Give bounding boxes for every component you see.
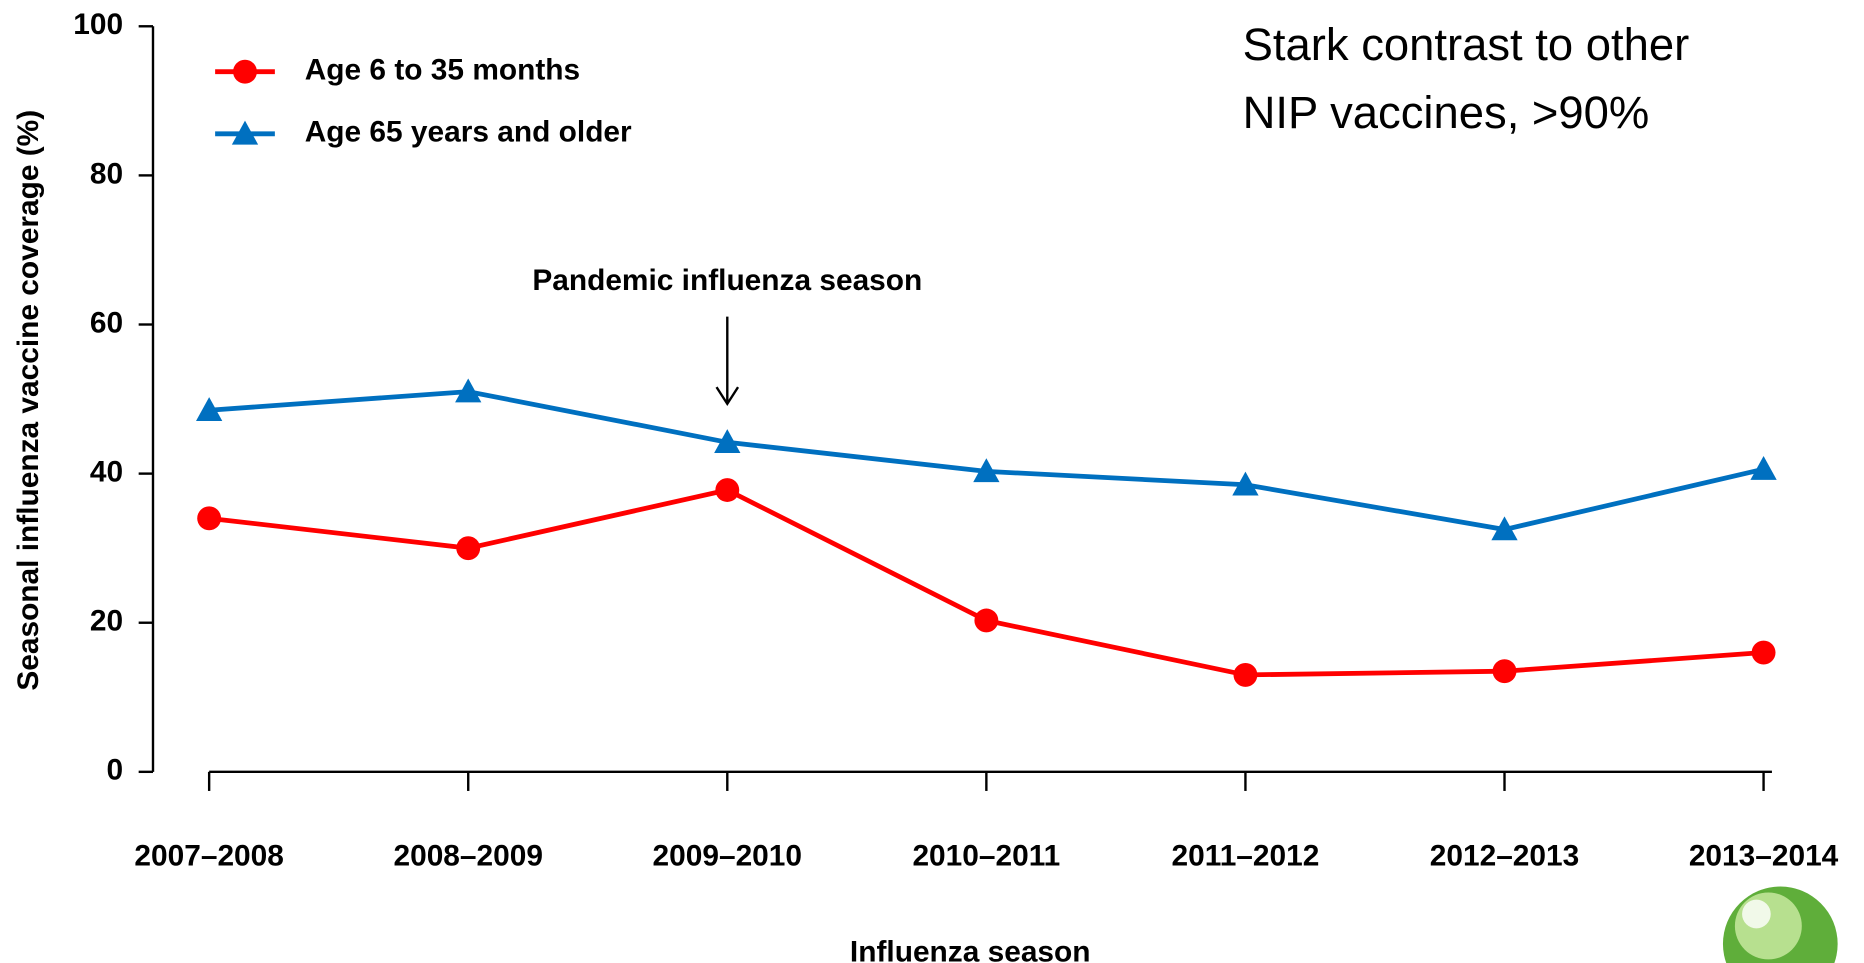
logo bbox=[1722, 886, 1838, 963]
x-tick-label: 2013–2014 bbox=[1689, 840, 1839, 873]
y-tick-label: 60 bbox=[90, 306, 123, 339]
x-axis-title: Influenza season bbox=[850, 935, 1091, 963]
data-point bbox=[1751, 640, 1776, 665]
y-tick-label: 20 bbox=[90, 605, 123, 638]
data-point bbox=[1750, 455, 1777, 480]
x-tick-label: 2009–2010 bbox=[653, 840, 802, 873]
legend-label: Age 6 to 35 months bbox=[305, 54, 580, 87]
data-point bbox=[196, 397, 223, 421]
data-point bbox=[715, 478, 740, 502]
annotation: Pandemic influenza season bbox=[532, 264, 922, 297]
legend-label: Age 65 years and older bbox=[305, 116, 632, 149]
data-point bbox=[1491, 516, 1518, 541]
annotation-arrowhead bbox=[715, 386, 740, 407]
legend-marker bbox=[231, 120, 259, 145]
series-line bbox=[208, 487, 1764, 678]
data-point bbox=[1492, 659, 1517, 684]
data-point bbox=[456, 536, 481, 561]
x-tick-label: 2012–2013 bbox=[1430, 840, 1579, 873]
note: Stark contrast to other bbox=[1243, 19, 1690, 70]
data-point bbox=[1232, 471, 1259, 496]
note: NIP vaccines, >90% bbox=[1243, 87, 1650, 138]
x-tick-label: 2008–2009 bbox=[393, 840, 542, 873]
data-point bbox=[455, 378, 482, 403]
y-tick-label: 0 bbox=[107, 754, 124, 787]
data-point bbox=[197, 506, 222, 531]
data-point bbox=[1233, 662, 1258, 687]
x-tick-label: 2011–2012 bbox=[1172, 840, 1320, 873]
data-point bbox=[973, 458, 1000, 483]
data-point bbox=[714, 429, 741, 454]
y-tick-label: 100 bbox=[73, 8, 123, 41]
y-axis-title: Seasonal influenza vaccine coverage (%) bbox=[12, 110, 45, 691]
y-tick-label: 80 bbox=[90, 157, 123, 190]
x-tick-label: 2010–2011 bbox=[912, 840, 1060, 873]
y-tick-label: 40 bbox=[90, 456, 123, 489]
x-tick-label: 2007–2008 bbox=[134, 840, 283, 873]
legend-marker bbox=[233, 59, 257, 84]
data-point bbox=[974, 608, 999, 633]
